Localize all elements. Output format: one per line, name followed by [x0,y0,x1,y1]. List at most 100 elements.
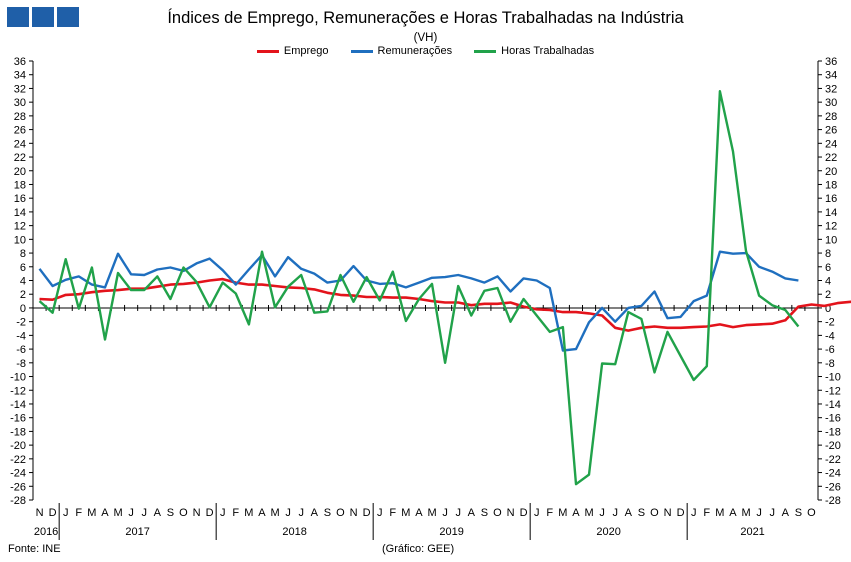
y-tick-label-left: 34 [14,70,26,82]
y-tick-label-left: 22 [14,152,26,164]
y-tick-label-left: 24 [14,138,26,150]
x-month-label: M [558,507,567,519]
x-month-label: F [75,507,82,519]
y-tick-label-left: 2 [20,289,26,301]
chart-legend: Emprego Remunerações Horas Trabalhadas [0,45,851,57]
y-tick-label-left: 32 [14,83,26,95]
y-tick-label-right: -20 [825,440,841,452]
y-tick-label-right: -6 [825,344,835,356]
x-month-label: S [481,507,488,519]
x-month-label: J [285,507,291,519]
y-tick-label-right: 34 [825,70,837,82]
x-month-label: S [167,507,174,519]
y-tick-label-right: -8 [825,358,835,370]
chart-unit: (VH) [413,32,438,44]
y-tick-label-left: -12 [10,385,26,397]
legend-label: Horas Trabalhadas [501,45,595,57]
y-tick-label-left: 16 [14,193,26,205]
logo-block [57,7,79,27]
x-month-label: J [220,507,226,519]
x-month-label: A [415,507,423,519]
y-tick-label-left: -4 [16,330,26,342]
x-year-label: 2017 [125,526,149,538]
x-month-label: J [612,507,618,519]
x-month-label: S [638,507,645,519]
x-month-label: A [625,507,633,519]
y-tick-label-left: -6 [16,344,26,356]
y-tick-label-right: 0 [825,303,831,315]
source-note: Fonte: INE [8,543,61,555]
x-month-label: O [179,507,188,519]
y-tick-label-left: -16 [10,413,26,425]
y-tick-label-right: 20 [825,166,837,178]
x-month-label: N [193,507,201,519]
x-month-label: A [101,507,109,519]
y-tick-label-left: -10 [10,372,26,384]
x-year-label: 2018 [282,526,306,538]
y-tick-label-right: -4 [825,330,835,342]
x-month-label: M [270,507,279,519]
y-tick-label-left: -20 [10,440,26,452]
y-tick-label-right: -28 [825,495,841,507]
x-month-label: A [729,507,737,519]
logo-block [7,7,29,27]
x-month-label: D [677,507,685,519]
y-tick-label-left: -26 [10,481,26,493]
x-year-label: 2016 [34,526,58,538]
y-tick-label-left: -22 [10,454,26,466]
y-tick-label-left: -28 [10,495,26,507]
x-month-label: D [520,507,528,519]
legend-label: Emprego [283,45,329,57]
x-month-label: N [507,507,515,519]
x-month-label: J [63,507,69,519]
legend-item-horas: Horas Trabalhadas [474,45,594,57]
x-month-label: D [206,507,214,519]
x-month-label: F [546,507,553,519]
x-month-label: J [377,507,383,519]
x-month-label: J [442,507,448,519]
y-tick-label-left: -2 [16,317,26,329]
x-month-label: J [756,507,762,519]
y-tick-label-left: 8 [20,248,26,260]
y-tick-label-right: 16 [825,193,837,205]
y-tick-label-right: 8 [825,248,831,260]
y-tick-label-right: -18 [825,426,841,438]
y-tick-label-right: 32 [825,83,837,95]
x-month-label: M [244,507,253,519]
x-month-label: A [311,507,319,519]
x-month-label: M [427,507,436,519]
x-month-label: J [128,507,134,519]
x-month-label: S [795,507,802,519]
series-line-2 [38,250,799,352]
legend-swatch [256,49,279,53]
x-month-label: A [154,507,162,519]
x-month-label: M [87,507,96,519]
credit-note: (Gráfico: GEE) [382,543,455,555]
legend-swatch [474,49,497,53]
y-tick-label-right: 6 [825,262,831,274]
x-month-label: O [650,507,659,519]
x-month-label: J [455,507,461,519]
y-tick-label-left: -18 [10,426,26,438]
y-tick-label-left: 6 [20,262,26,274]
x-month-label: A [468,507,476,519]
y-tick-label-right: 26 [825,125,837,137]
y-tick-label-right: 14 [825,207,837,219]
x-month-label: J [769,507,775,519]
x-month-label: J [141,507,147,519]
x-month-label: A [258,507,266,519]
x-month-label: N [350,507,358,519]
y-tick-label-right: 36 [825,56,837,68]
x-month-label: J [298,507,304,519]
x-year-label: 2020 [596,526,620,538]
x-month-label: F [232,507,239,519]
x-month-label: A [782,507,790,519]
y-tick-label-left: 0 [20,303,26,315]
y-tick-label-right: 4 [825,276,831,288]
y-tick-label-right: -24 [825,468,841,480]
x-month-label: J [691,507,697,519]
series-line-3 [38,89,800,486]
y-tick-label-right: -26 [825,481,841,493]
chart-title: Índices de Emprego, Remunerações e Horas… [167,9,684,27]
